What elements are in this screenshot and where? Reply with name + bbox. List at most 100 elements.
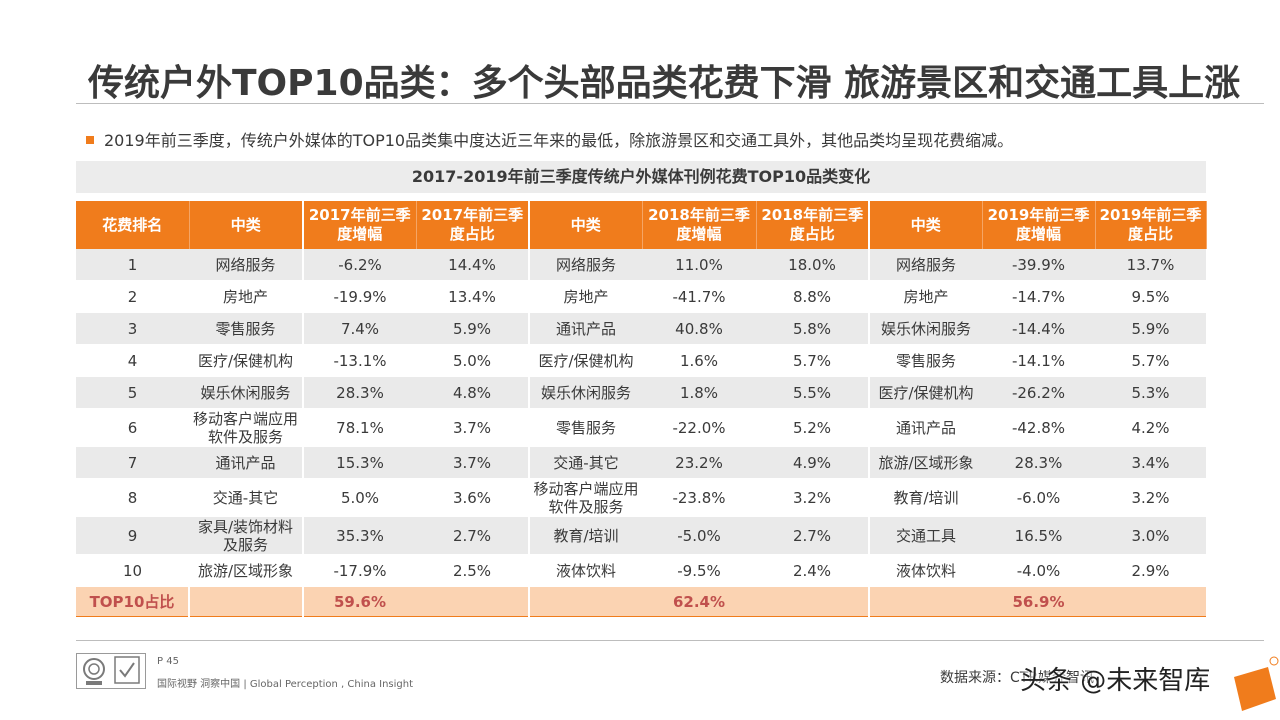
table-cell: 28.3% [303,376,416,409]
table-cell: 娱乐休闲服务 [189,376,304,409]
table-cell: 13.4% [416,280,530,313]
total-row: TOP10占比 59.6% 62.4% 56.9% [76,586,1206,617]
table-cell: 3.4% [1095,446,1206,479]
table-cell: 零售服务 [189,312,304,345]
table-cell: 4.9% [756,446,870,479]
table-row: 5 娱乐休闲服务 28.3% 4.8% 娱乐休闲服务 1.8% 5.5% 医疗/保健机构 -26… [76,376,1206,409]
table-cell: 2.5% [416,554,530,587]
table-cell: 1.8% [642,376,756,409]
table-cell: 3.7% [416,408,530,447]
table-cell: 5.0% [416,344,530,377]
table-cell: 7 [76,446,189,479]
table-cell: 教育/培训 [529,516,642,555]
table-cell: 78.1% [303,408,416,447]
table-row: 8 交通-其它 5.0% 3.6% 移动客户端应用软件及服务 -23.8% 3.2% 教育/培… [76,478,1206,517]
table-cell: 医疗/保健机构 [189,344,304,377]
title-divider [76,103,1264,104]
table-row: 9 家具/装饰材料及服务 35.3% 2.7% 教育/培训 -5.0% 2.7% 交通工具 16… [76,516,1206,555]
table-cell: 8 [76,478,189,517]
table-cell: 4.8% [416,376,530,409]
page-number: P 45 [157,656,179,667]
table-cell: 医疗/保健机构 [529,344,642,377]
table-cell: -6.2% [303,249,416,281]
table-cell: -42.8% [982,408,1095,447]
table-cell: 旅游/区域形象 [189,554,304,587]
column-header: 2018年前三季度增幅 [642,201,757,249]
table-row: 1 网络服务 -6.2% 14.4% 网络服务 11.0% 18.0% 网络服务 -39.9% 1… [76,249,1206,281]
table-cell: -26.2% [982,376,1095,409]
table-cell: -22.0% [642,408,756,447]
table-cell: 10 [76,554,189,587]
table-cell: 移动客户端应用软件及服务 [529,478,642,517]
table-cell: -17.9% [303,554,416,587]
certification-logos-icon [76,653,146,689]
table-cell: 3.2% [756,478,870,517]
table-cell: 18.0% [756,249,870,281]
table-row: 4 医疗/保健机构 -13.1% 5.0% 医疗/保健机构 1.6% 5.7% 零售服务 -14… [76,344,1206,377]
table-cell: -19.9% [303,280,416,313]
table-cell: 3 [76,312,189,345]
column-header: 2017年前三季度增幅 [303,201,417,249]
column-header: 中类 [189,201,304,249]
footer-slogan: 国际视野 洞察中国 | Global Perception , China In… [157,679,414,690]
footer-divider [76,640,1264,641]
table-cell: 网络服务 [529,249,642,281]
column-header: 中类 [869,201,983,249]
total-2019: 56.9% [982,586,1095,617]
table-cell: 交通-其它 [189,478,304,517]
table-cell: 9.5% [1095,280,1206,313]
table-cell: 5.9% [1095,312,1206,345]
brand-corner-mark-icon [1234,656,1279,711]
table-cell: 房地产 [529,280,642,313]
table-cell: 移动客户端应用软件及服务 [189,408,304,447]
table-cell: 5.9% [416,312,530,345]
total-spacer [756,586,870,617]
table-cell: -39.9% [982,249,1095,281]
table-cell: 5.3% [1095,376,1206,409]
table-cell: 液体饮料 [529,554,642,587]
table-cell: 14.4% [416,249,530,281]
total-spacer [189,586,304,617]
watermark-text: 头条 @未来智库 [1020,666,1211,696]
table-cell: 通讯产品 [189,446,304,479]
table-cell: 房地产 [189,280,304,313]
table-cell: 4.2% [1095,408,1206,447]
table-cell: -4.0% [982,554,1095,587]
table-cell: 5.8% [756,312,870,345]
table-cell: 2.7% [756,516,870,555]
table-cell: 5.7% [756,344,870,377]
table-cell: 娱乐休闲服务 [869,312,982,345]
total-spacer [1095,586,1206,617]
table-cell: 7.4% [303,312,416,345]
table-cell: 5.0% [303,478,416,517]
table-cell: 家具/装饰材料及服务 [189,516,304,555]
table-cell: 零售服务 [869,344,982,377]
table-cell: 5.7% [1095,344,1206,377]
table-cell: 11.0% [642,249,756,281]
category-table: 花费排名 中类 2017年前三季度增幅 2017年前三季度占比 中类 2018年前三季度增… [76,201,1207,617]
table-cell: 通讯产品 [869,408,982,447]
table-cell: 教育/培训 [869,478,982,517]
total-spacer [529,586,642,617]
column-header: 2017年前三季度占比 [416,201,530,249]
table-cell: 4 [76,344,189,377]
table-cell: 3.2% [1095,478,1206,517]
table-row: 6 移动客户端应用软件及服务 78.1% 3.7% 零售服务 -22.0% 5.2% 通讯产品… [76,408,1206,447]
table-cell: -6.0% [982,478,1095,517]
table-cell: 28.3% [982,446,1095,479]
table-cell: 5.5% [756,376,870,409]
column-header: 中类 [529,201,643,249]
table-cell: -9.5% [642,554,756,587]
table-cell: 网络服务 [189,249,304,281]
table-cell: -23.8% [642,478,756,517]
table-cell: 3.6% [416,478,530,517]
table-cell: -14.7% [982,280,1095,313]
table-body: 1 网络服务 -6.2% 14.4% 网络服务 11.0% 18.0% 网络服务 -39.9% 1… [76,249,1206,617]
table-cell: -14.1% [982,344,1095,377]
table-cell: 23.2% [642,446,756,479]
column-header: 2019年前三季度增幅 [982,201,1096,249]
table-cell: -41.7% [642,280,756,313]
table-cell: -13.1% [303,344,416,377]
column-header: 2019年前三季度占比 [1095,201,1207,249]
